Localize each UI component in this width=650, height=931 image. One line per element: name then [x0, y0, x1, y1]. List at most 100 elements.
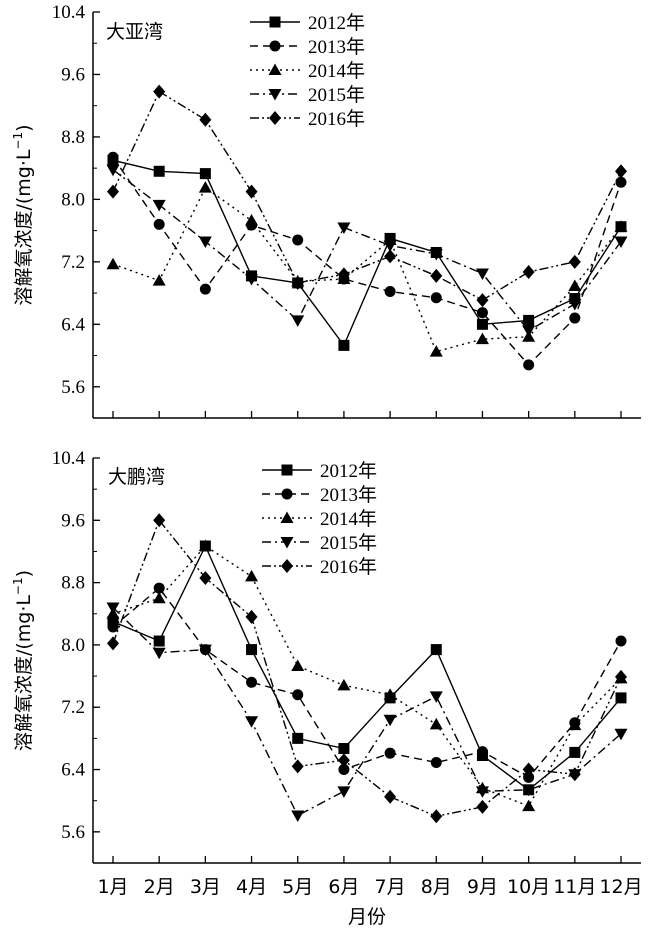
data-point — [522, 784, 536, 797]
data-point — [384, 789, 397, 804]
x-tick-label: 9月 — [467, 876, 498, 898]
series-line — [112, 606, 622, 817]
y-tick-label: 5.6 — [61, 377, 85, 398]
series-line — [112, 544, 622, 791]
legend-label: 2012年 — [320, 460, 377, 482]
series-line — [112, 156, 622, 366]
panel-2: 5.6 6.4 7.2 8.0 8.8 9.6 10.4 1月 2月 3月 4月 5月 6月 7月 8月 9月… — [11, 448, 643, 928]
data-point — [429, 345, 443, 357]
legend-marker — [281, 464, 293, 476]
series-1 — [107, 582, 627, 783]
series-line — [112, 90, 622, 301]
legend-label: 2013年 — [308, 36, 365, 58]
x-tick-label: 7月 — [375, 876, 406, 898]
legend-label: 2016年 — [320, 556, 377, 578]
data-point — [569, 293, 581, 305]
data-point — [522, 799, 536, 812]
data-point — [107, 184, 119, 199]
series-3 — [106, 164, 628, 338]
x-tick-label: 12月 — [599, 876, 642, 898]
legend-marker — [269, 40, 281, 52]
data-point — [291, 275, 304, 290]
legend-marker — [268, 89, 282, 101]
y-tick-label: 8.8 — [61, 573, 85, 594]
data-point — [198, 236, 212, 249]
data-point — [568, 279, 582, 292]
data-point — [615, 176, 627, 188]
data-point — [153, 582, 165, 594]
legend-label: 2016年 — [308, 108, 365, 130]
data-point — [614, 728, 628, 741]
data-point — [153, 218, 165, 230]
y-tick-label: 10.4 — [52, 448, 86, 469]
data-point — [153, 84, 166, 99]
data-point — [337, 753, 350, 768]
y-tick-label: 8.8 — [61, 127, 85, 148]
data-point — [199, 283, 211, 295]
legend-entry: 2014年 — [262, 508, 377, 530]
data-point — [430, 757, 442, 769]
data-point — [429, 249, 443, 261]
y-axis-title-main: 溶解氧浓度/(mg·L — [13, 595, 35, 751]
data-point — [245, 213, 259, 226]
data-point — [338, 743, 350, 755]
data-point — [337, 267, 350, 282]
data-point — [384, 249, 397, 264]
x-tick-label: 2月 — [144, 876, 175, 898]
legend-marker — [268, 63, 282, 75]
data-point — [199, 112, 212, 127]
data-point — [337, 678, 351, 691]
x-axis-title: 月份 — [348, 906, 386, 928]
legend-entry: 2012年 — [262, 460, 377, 482]
data-point — [383, 688, 397, 700]
series-2 — [106, 181, 628, 357]
legend-marker — [269, 111, 281, 125]
data-point — [475, 332, 489, 345]
y-tick-label: 9.6 — [61, 64, 85, 85]
data-point — [338, 339, 350, 351]
data-point — [523, 314, 535, 326]
legend-label: 2015年 — [308, 84, 365, 106]
data-point — [383, 240, 397, 252]
legend-label: 2012年 — [308, 12, 365, 34]
y-axis-title-tail: ) — [13, 570, 35, 577]
data-point — [292, 732, 304, 744]
data-point — [430, 644, 442, 656]
data-point — [291, 759, 304, 774]
y-tick-label: 10.4 — [52, 2, 86, 23]
legend-marker — [280, 537, 294, 549]
data-point — [338, 764, 350, 776]
legend-marker — [269, 16, 281, 28]
x-tick-label: 4月 — [236, 876, 267, 898]
data-point — [523, 771, 535, 783]
data-point — [245, 274, 259, 286]
data-point — [475, 786, 489, 798]
series-0 — [107, 154, 627, 351]
data-point — [198, 644, 212, 657]
data-point — [199, 168, 211, 180]
data-point — [107, 621, 119, 633]
data-point — [569, 746, 581, 758]
data-point — [153, 635, 165, 647]
legend-label: 2013年 — [320, 484, 377, 506]
panel-1: 5.6 6.4 7.2 8.0 8.8 9.6 10.4 溶解氧浓度/(mg·L−1) 大亚湾 2… — [11, 2, 641, 419]
legend-entry: 2016年 — [262, 556, 377, 578]
y-axis-title-sup: −1 — [11, 132, 25, 150]
data-point — [199, 570, 212, 585]
legend-entry: 2013年 — [250, 36, 365, 58]
data-point — [246, 676, 258, 688]
data-point — [476, 318, 488, 330]
data-point — [615, 669, 627, 684]
data-point — [476, 799, 489, 814]
y-tick-label: 7.2 — [61, 697, 85, 718]
data-point — [384, 747, 396, 759]
series-line — [112, 186, 622, 353]
series-1 — [107, 151, 627, 371]
series-4 — [107, 84, 627, 308]
data-point — [291, 810, 305, 822]
data-point — [198, 539, 212, 552]
data-point — [152, 647, 166, 660]
series-3 — [106, 602, 628, 822]
data-point — [107, 636, 119, 651]
series-4 — [107, 513, 627, 824]
